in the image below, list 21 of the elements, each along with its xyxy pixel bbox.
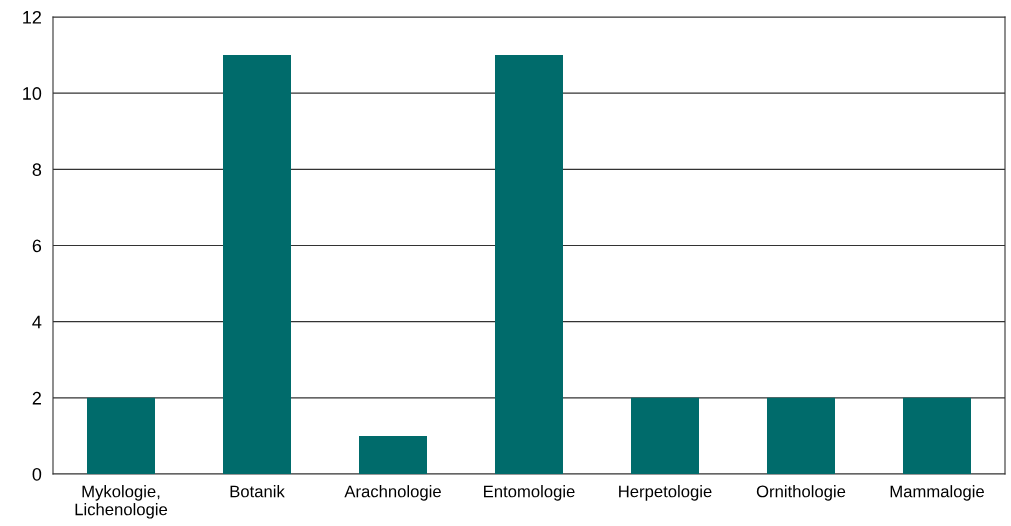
x-tick-label: Mykologie, Lichenologie bbox=[75, 485, 168, 519]
y-tick-label: 2 bbox=[32, 391, 41, 405]
x-tick-label: Entomologie bbox=[484, 485, 575, 501]
bar bbox=[87, 397, 155, 474]
bar bbox=[359, 435, 427, 474]
y-tick-label: 0 bbox=[32, 467, 42, 481]
y-tick-label: 12 bbox=[23, 10, 41, 24]
bar bbox=[223, 55, 291, 474]
bar bbox=[903, 397, 971, 474]
x-tick-label: Botanik bbox=[230, 485, 285, 498]
y-tick-label: 6 bbox=[32, 239, 42, 253]
x-tick-label: Mammalogie bbox=[890, 485, 984, 501]
bar bbox=[767, 397, 835, 474]
y-tick-label: 4 bbox=[32, 315, 42, 329]
bar bbox=[631, 397, 699, 474]
x-tick-label: Arachnologie bbox=[344, 485, 441, 501]
bar bbox=[495, 55, 563, 474]
y-tick-label: 10 bbox=[23, 87, 42, 100]
x-tick-label: Ornithologie bbox=[756, 485, 846, 501]
x-tick-label: Herpetologie bbox=[619, 485, 712, 501]
y-tick-label: 8 bbox=[32, 163, 42, 177]
